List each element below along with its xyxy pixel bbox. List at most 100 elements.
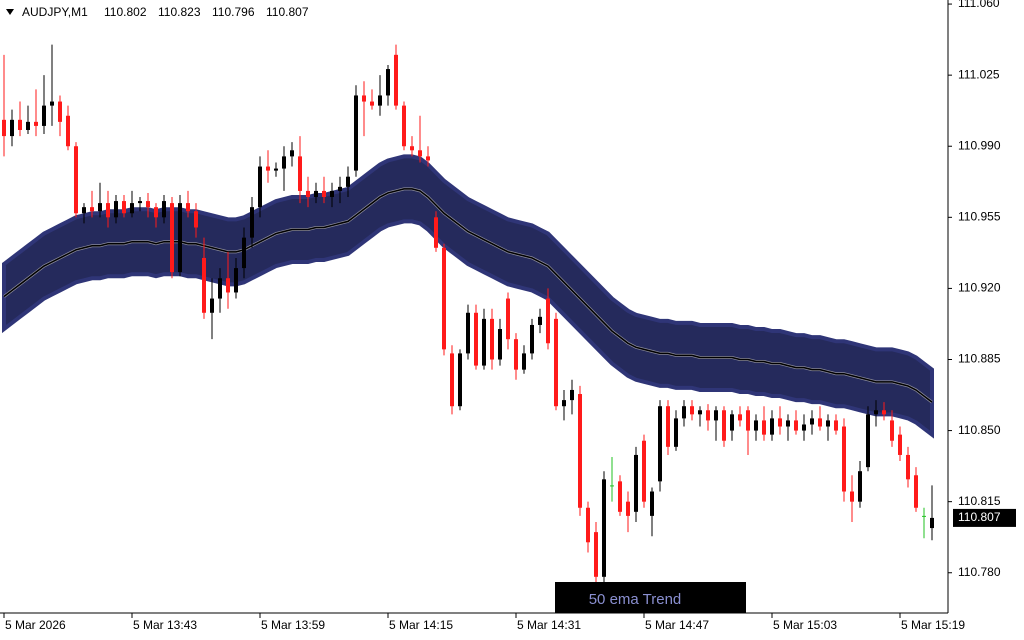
candle-body xyxy=(154,207,158,218)
candle-body xyxy=(314,190,318,198)
candle-body xyxy=(394,54,398,106)
candle-body xyxy=(642,440,646,502)
candle-body xyxy=(914,475,918,508)
candle-body xyxy=(554,318,558,407)
y-tick-label: 110.850 xyxy=(958,423,1001,437)
price-tag-label: 110.807 xyxy=(958,510,1001,524)
candle-body xyxy=(770,418,774,435)
candle-body xyxy=(578,394,582,508)
symbol-menu-icon[interactable] xyxy=(6,9,14,15)
candle-body xyxy=(434,217,438,248)
indicator-label: 50 ema Trend xyxy=(589,591,682,608)
candle-body xyxy=(210,298,214,313)
candle-body xyxy=(474,312,478,366)
candle-body xyxy=(290,150,294,157)
candle-body xyxy=(882,410,886,415)
candle-body xyxy=(810,418,814,425)
candle-body xyxy=(746,410,750,431)
candle-body xyxy=(362,95,366,102)
y-tick-label: 110.920 xyxy=(958,281,1001,295)
indicator-box xyxy=(555,582,746,613)
candle-body xyxy=(698,410,702,415)
candle-body xyxy=(586,507,590,543)
candle-body xyxy=(858,471,862,502)
candle-body xyxy=(802,424,806,431)
y-tick-label: 110.815 xyxy=(958,494,1001,508)
candle-body xyxy=(162,201,166,218)
candle-body xyxy=(602,479,606,577)
candle-body xyxy=(194,211,198,228)
candle-body xyxy=(522,353,526,370)
candle-body xyxy=(26,121,30,130)
candle-body xyxy=(258,166,262,208)
candle-body xyxy=(634,454,638,512)
candle-body xyxy=(74,146,78,214)
candle-body xyxy=(826,420,830,427)
candle-body xyxy=(842,426,846,492)
candle-body xyxy=(170,203,174,273)
candle-body xyxy=(546,298,550,344)
candle-body xyxy=(138,201,142,204)
candle-body xyxy=(690,406,694,415)
candle-body xyxy=(626,501,630,516)
candle-body xyxy=(50,101,54,106)
x-tick-label: 5 Mar 14:47 xyxy=(645,618,709,632)
candle-body xyxy=(442,247,446,350)
candle-body xyxy=(898,434,902,455)
candle-body xyxy=(122,201,126,214)
candle-body xyxy=(610,485,614,487)
candle-body xyxy=(490,318,494,360)
candle-body xyxy=(594,532,598,577)
candle-body xyxy=(202,257,206,313)
x-tick-label: 5 Mar 13:43 xyxy=(133,618,197,632)
candle-body xyxy=(498,329,502,360)
candle-body xyxy=(466,312,470,354)
candle-body xyxy=(410,146,414,151)
candle-body xyxy=(426,156,430,161)
candle-body xyxy=(618,481,622,512)
x-tick-label: 5 Mar 14:31 xyxy=(517,618,581,632)
y-tick-label: 110.955 xyxy=(958,209,1001,223)
candle-body xyxy=(242,237,246,269)
x-tick-label: 5 Mar 15:19 xyxy=(901,618,965,632)
candle-body xyxy=(226,278,230,293)
x-tick-label: 5 Mar 14:15 xyxy=(389,618,453,632)
candle-body xyxy=(754,420,758,431)
candle-body xyxy=(714,410,718,421)
symbol-title: AUDJPY,M1 xyxy=(22,5,88,19)
candle-body xyxy=(354,95,358,171)
candle-body xyxy=(818,418,822,427)
candle-body xyxy=(722,410,726,441)
x-tick-label: 5 Mar 2026 xyxy=(5,618,66,632)
candle-body xyxy=(178,203,182,273)
x-tick-label: 5 Mar 13:59 xyxy=(261,618,325,632)
candle-body xyxy=(458,353,462,407)
candle-body xyxy=(682,406,686,419)
candle-body xyxy=(10,119,14,137)
candle-body xyxy=(778,418,782,427)
candle-body xyxy=(282,156,286,169)
candle-body xyxy=(274,168,278,171)
candle-body xyxy=(922,515,926,517)
candle-body xyxy=(402,105,406,147)
candle-body xyxy=(34,121,38,126)
candle-body xyxy=(250,207,254,238)
candle-body xyxy=(90,207,94,212)
candle-body xyxy=(890,420,894,441)
candle-body xyxy=(346,176,350,187)
price-tag-bg xyxy=(953,508,1016,527)
candle-body xyxy=(866,414,870,468)
header-high: 110.823 xyxy=(158,5,201,19)
candle-body xyxy=(906,454,910,480)
y-tick-label: 110.780 xyxy=(958,565,1001,579)
candle-body xyxy=(146,201,150,208)
candle-body xyxy=(450,353,454,407)
candle-body xyxy=(730,414,734,431)
candle-body xyxy=(98,203,102,212)
candle-body xyxy=(794,420,798,431)
candle-body xyxy=(130,203,134,214)
candle-body xyxy=(306,190,310,198)
